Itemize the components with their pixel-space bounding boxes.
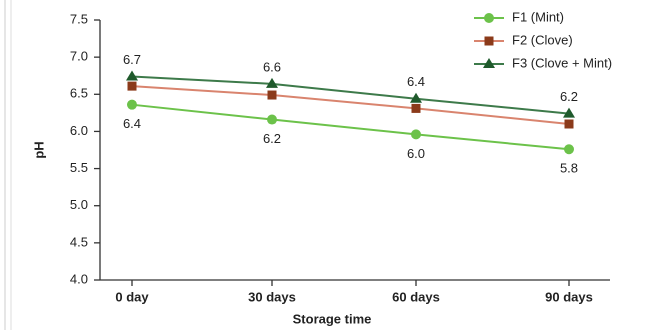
data-point [267, 90, 277, 100]
y-axis-title: pH [31, 141, 46, 158]
data-label: 6.2 [560, 89, 578, 104]
legend-marker [484, 13, 494, 23]
data-point [411, 129, 421, 140]
data-label: 6.7 [123, 52, 141, 67]
legend-label: F1 (Mint) [512, 9, 564, 24]
y-tick-label: 5.0 [70, 197, 88, 212]
y-tick-label: 7.0 [70, 49, 88, 64]
data-label: 6.0 [407, 146, 425, 161]
y-tick-label: 4.5 [70, 234, 88, 249]
x-tick-label: 90 days [545, 289, 593, 304]
data-label: 5.8 [560, 161, 578, 176]
data-point [126, 70, 138, 81]
data-point [127, 99, 137, 110]
series-line [131, 85, 570, 125]
series-line [131, 75, 570, 115]
data-label: 6.4 [407, 74, 425, 89]
y-tick-label: 4.0 [70, 271, 88, 286]
y-tick-label: 5.5 [70, 160, 88, 175]
data-point [267, 114, 277, 125]
data-point [127, 81, 137, 91]
data-point [564, 144, 574, 155]
x-tick-label: 60 days [392, 289, 440, 304]
y-tick-label: 6.5 [70, 86, 88, 101]
legend-label: F3 (Clove + Mint) [512, 55, 612, 70]
data-label: 6.4 [123, 116, 141, 131]
y-tick-label: 7.5 [70, 11, 88, 26]
x-axis-title: Storage time [293, 311, 372, 326]
x-tick-label: 0 day [115, 289, 149, 304]
data-label: 6.6 [263, 59, 281, 74]
legend-marker [483, 58, 495, 68]
data-point [564, 119, 574, 129]
legend-marker [484, 36, 494, 46]
series-line [131, 103, 570, 151]
data-point [266, 77, 278, 88]
x-tick-label: 30 days [248, 289, 296, 304]
data-point [411, 103, 421, 113]
data-point [563, 107, 575, 118]
y-tick-label: 6.0 [70, 123, 88, 138]
data-label: 6.2 [263, 131, 281, 146]
legend-label: F2 (Clove) [512, 32, 573, 47]
data-point [410, 92, 422, 103]
